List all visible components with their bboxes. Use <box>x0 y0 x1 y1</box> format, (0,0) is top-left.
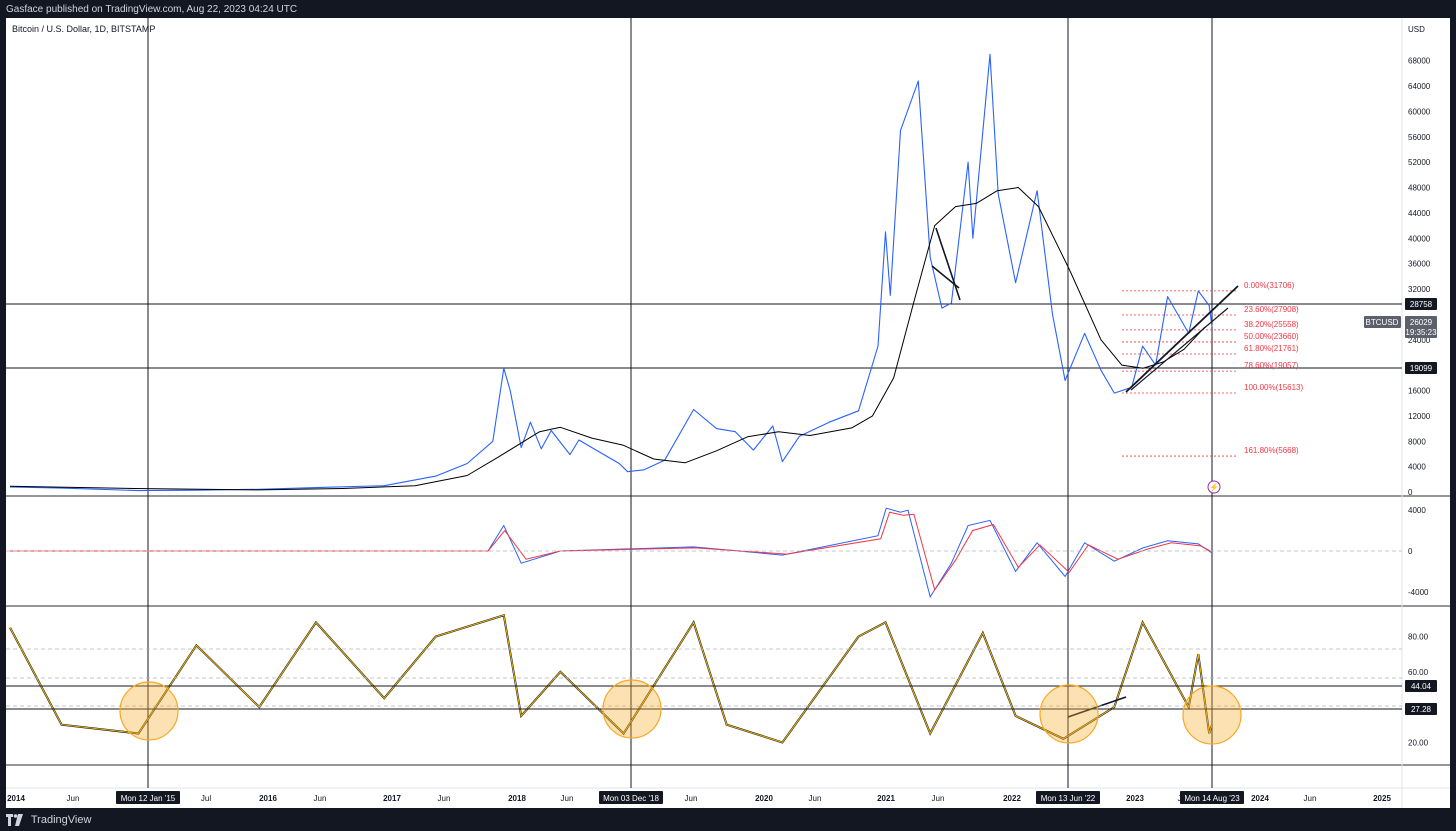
svg-text:19099: 19099 <box>1410 364 1433 373</box>
highlight-circle-2023[interactable] <box>1182 685 1242 745</box>
fib-level-label: 38.20%(25558) <box>1244 320 1299 329</box>
rsi-marker-27: 27.28 <box>1405 703 1437 715</box>
date-marker-label: Mon 13 Jun '22 <box>1041 794 1096 803</box>
time-axis: 2014 Jun Jul 2016 Jun 2017 Jun 2018 Jun Jun 2020 Ju… <box>7 791 1391 804</box>
tradingview-logo-icon <box>6 814 23 827</box>
time-tick-label: Jun <box>438 794 451 803</box>
date-marker-box <box>1180 791 1244 804</box>
time-tick-label: 2016 <box>259 794 277 803</box>
price-tick-label: 40000 <box>1408 234 1431 243</box>
time-tick-label: 2020 <box>755 794 773 803</box>
rsi-tick-label: 60.00 <box>1408 668 1429 677</box>
time-tick-label: 2024 <box>1251 794 1269 803</box>
footer-brand: TradingView <box>30 814 92 826</box>
fib-level-label: 23.60%(27908) <box>1244 305 1299 314</box>
trend-line-flag-2[interactable] <box>931 265 960 289</box>
price-axis-ticks: 6800064000600005600052000480004400040000… <box>1408 57 1431 497</box>
main-series-group <box>9 53 1213 492</box>
rsi-tick-label: 20.00 <box>1408 738 1429 747</box>
price-tick-label: 36000 <box>1408 260 1431 269</box>
osc-tick-label: 0 <box>1408 547 1413 556</box>
highlight-circle-2015[interactable] <box>119 681 179 741</box>
fibonacci-retracement[interactable]: 0.00%(31706) 23.60%(27908) 38.20%(25558) 50… <box>1122 281 1303 457</box>
time-tick-label: Jun <box>314 794 327 803</box>
event-marker-glyph: ⚡ <box>1209 482 1219 492</box>
price-tick-label: 32000 <box>1408 285 1431 294</box>
svg-text:19:35:23: 19:35:23 <box>1405 328 1437 337</box>
svg-text:27.28: 27.28 <box>1411 705 1432 714</box>
fib-level-label: 100.00%(15613) <box>1244 383 1303 392</box>
symbol-marker: BTCUSD 26029 19:35:23 <box>1364 316 1437 338</box>
date-marker-label: Mon 12 Jan '15 <box>121 794 176 803</box>
osc-tick-label: -4000 <box>1408 588 1429 597</box>
oscillator-group: 4000 0 -4000 <box>10 506 1429 599</box>
time-tick-label: Jun <box>809 794 822 803</box>
price-tick-label: 48000 <box>1408 184 1431 193</box>
price-tick-label: 24000 <box>1408 336 1431 345</box>
price-tick-label: 44000 <box>1408 209 1431 218</box>
price-marker-19099: 19099 <box>1405 362 1437 374</box>
price-marker-28758: 28758 <box>1405 298 1437 310</box>
price-tick-label: 8000 <box>1408 437 1426 446</box>
fib-level-label: 161.80%(5668) <box>1244 446 1299 455</box>
fib-level-label: 50.00%(23660) <box>1244 332 1299 341</box>
time-tick-label: 2017 <box>383 794 401 803</box>
currency-label: USD <box>1408 25 1425 34</box>
footer: TradingView <box>6 811 91 829</box>
time-tick-label: 2021 <box>877 794 895 803</box>
time-tick-label: 2025 <box>1373 794 1391 803</box>
time-tick-label: Jun <box>932 794 945 803</box>
date-marker-box <box>116 791 180 804</box>
price-tick-label: 64000 <box>1408 82 1431 91</box>
trend-line-flag-1[interactable] <box>935 227 961 301</box>
chart-panel: Bitcoin / U.S. Dollar, 1D, BITSTAMP USD … <box>6 18 1450 808</box>
published-byline: Gasface published on TradingView.com, Au… <box>6 4 298 15</box>
osc-line-slow <box>10 511 1213 591</box>
highlight-circle-2018[interactable] <box>602 679 662 739</box>
rsi-marker-44: 44.04 <box>1405 680 1437 692</box>
svg-text:28758: 28758 <box>1410 300 1433 309</box>
time-tick-label: 2014 <box>7 794 25 803</box>
osc-line-fast <box>10 507 1213 599</box>
svg-text:BTCUSD: BTCUSD <box>1366 318 1399 327</box>
time-tick-label: 2022 <box>1003 794 1021 803</box>
trend-line-support-2[interactable] <box>1130 307 1229 391</box>
price-tick-label: 60000 <box>1408 107 1431 116</box>
price-tick-label: 68000 <box>1408 57 1431 66</box>
time-tick-label: Jul <box>201 794 211 803</box>
time-tick-label: Jun <box>685 794 698 803</box>
moving-average-line <box>9 187 1206 491</box>
rsi-line <box>9 614 1213 743</box>
price-tick-label: 0 <box>1408 488 1413 497</box>
chart-canvas[interactable]: Bitcoin / U.S. Dollar, 1D, BITSTAMP USD … <box>6 18 1450 808</box>
price-series-line <box>9 53 1213 492</box>
time-tick-label: 2023 <box>1126 794 1144 803</box>
rsi-group: 80.00 60.00 20.00 <box>9 614 1429 747</box>
time-tick-label: Jun <box>1304 794 1317 803</box>
event-marker-icon[interactable] <box>1207 480 1221 494</box>
rsi-tick-label: 80.00 <box>1408 632 1429 641</box>
time-tick-label: Jun <box>561 794 574 803</box>
price-tick-label: 12000 <box>1408 412 1431 421</box>
price-tick-label: 52000 <box>1408 158 1431 167</box>
date-marker-label: Mon 03 Dec '18 <box>603 794 659 803</box>
osc-tick-label: 4000 <box>1408 506 1426 515</box>
time-tick-label: 2018 <box>508 794 526 803</box>
price-tick-label: 4000 <box>1408 463 1426 472</box>
chart-title: Bitcoin / U.S. Dollar, 1D, BITSTAMP <box>12 24 155 34</box>
date-marker-box <box>1036 791 1100 804</box>
price-tick-label: 56000 <box>1408 133 1431 142</box>
svg-text:26029: 26029 <box>1410 318 1433 327</box>
fib-level-label: 0.00%(31706) <box>1244 281 1295 290</box>
date-marker-box <box>599 791 663 804</box>
time-tick-label: Jun <box>67 794 80 803</box>
fib-level-label: 61.80%(21761) <box>1244 344 1299 353</box>
svg-text:44.04: 44.04 <box>1411 682 1432 691</box>
price-tick-label: 16000 <box>1408 387 1431 396</box>
highlight-circle-2022[interactable] <box>1039 684 1099 744</box>
date-marker-label: Mon 14 Aug '23 <box>1184 794 1240 803</box>
fib-level-label: 78.60%(19057) <box>1244 361 1299 370</box>
trend-line-support[interactable] <box>1125 285 1239 393</box>
